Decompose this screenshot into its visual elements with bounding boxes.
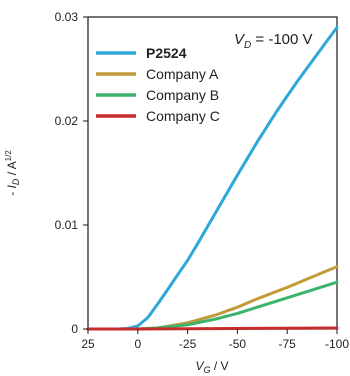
x-tick-label: -25 (179, 337, 197, 351)
series-line-company-b (86, 280, 339, 331)
legend-label: Company B (146, 87, 219, 103)
x-axis-title-sub: G (203, 365, 210, 375)
x-tick-label: -50 (229, 337, 247, 351)
x-tick-label: 0 (134, 337, 141, 351)
y-tick-label: 0 (71, 322, 78, 336)
x-tick-label: -75 (279, 337, 297, 351)
y-tick-label: 0.03 (55, 10, 79, 24)
y-axis-title-sup: 1/2 (4, 150, 13, 162)
vd-annotation: VD = -100 V (234, 31, 313, 51)
legend-label: P2524 (146, 45, 187, 61)
legend-label: Company C (146, 108, 220, 124)
y-axis-title: - ID / A1/2 (4, 150, 21, 196)
legend-label: Company A (146, 66, 219, 82)
x-tick-label: 25 (81, 337, 95, 351)
x-axis-title-rest: / V (211, 359, 229, 373)
series-layer (86, 25, 339, 331)
y-axis-title-prefix: - I (5, 184, 19, 195)
x-tick-label: -100 (325, 337, 349, 351)
x-axis-title: VG / V (195, 359, 228, 375)
y-tick-label: 0.01 (55, 218, 79, 232)
vd-annotation-main: V (234, 31, 246, 48)
y-axis-title-sub: D (11, 178, 21, 185)
vd-annotation-rest: = -100 V (251, 31, 312, 48)
y-axis-title-unit: / A (5, 161, 19, 178)
legend: P2524 Company A Company B Company C (96, 45, 220, 124)
series-line-company-c (86, 326, 339, 331)
vd-annotation-sub: D (244, 40, 251, 51)
x-axis-title-main: V (195, 359, 204, 373)
y-tick-label: 0.02 (55, 114, 79, 128)
